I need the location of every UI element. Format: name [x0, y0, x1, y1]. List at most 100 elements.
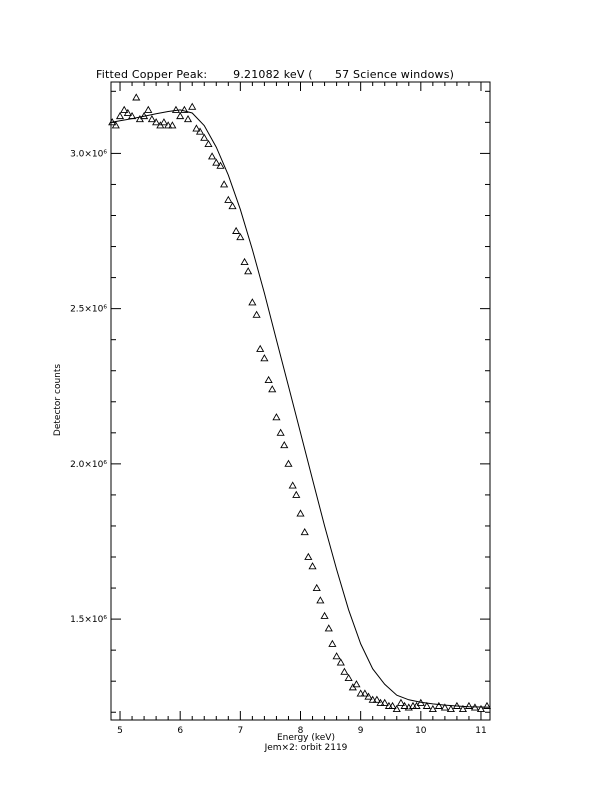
y-tick-label: 2.5×10⁶ — [70, 305, 107, 315]
data-point — [127, 111, 137, 120]
data-point — [440, 703, 449, 711]
x-tick-label: 9 — [358, 726, 364, 736]
data-point — [404, 703, 413, 711]
data-point — [115, 111, 125, 120]
y-tick-label: 1.5×10⁶ — [70, 615, 107, 625]
data-point — [232, 226, 241, 234]
data-point — [392, 704, 401, 713]
data-point — [356, 689, 365, 697]
data-point — [176, 111, 185, 120]
plot-frame — [110, 81, 491, 721]
data-point — [452, 701, 461, 709]
x-tick-label: 5 — [117, 726, 123, 736]
data-point — [204, 139, 213, 148]
data-point — [171, 105, 181, 113]
data-point — [123, 108, 132, 116]
data-point — [159, 118, 169, 126]
x-axis-label: Energy (keV) — [277, 733, 335, 743]
data-point — [376, 698, 385, 706]
data-point — [328, 639, 337, 647]
data-point — [132, 93, 141, 101]
data-point — [140, 111, 149, 120]
data-point — [147, 115, 156, 123]
x-tick-label: 11 — [475, 726, 486, 736]
data-point — [280, 441, 289, 449]
data-point — [336, 658, 345, 666]
chart-subtitle: Jem×2: orbit 2119 — [264, 743, 348, 753]
data-point — [244, 267, 253, 275]
data-point — [364, 692, 373, 700]
data-point — [207, 152, 217, 160]
data-point — [236, 233, 245, 241]
data-point — [296, 509, 305, 517]
data-point — [428, 704, 437, 713]
data-point — [200, 133, 209, 141]
data-point — [312, 583, 321, 591]
x-tick-label: 6 — [177, 726, 183, 736]
data-point — [292, 490, 301, 498]
data-point — [268, 385, 277, 393]
data-point — [195, 127, 205, 135]
data-point — [228, 201, 237, 210]
fit-curve — [110, 109, 491, 708]
data-point — [192, 124, 201, 132]
data-point — [183, 115, 193, 123]
data-point — [144, 105, 153, 113]
data-point — [308, 562, 317, 570]
chart-title: Fitted Copper Peak: 9.21082 keV ( 57 Sci… — [96, 68, 455, 81]
data-point — [352, 680, 361, 688]
data-point — [188, 102, 197, 110]
data-point — [164, 121, 173, 129]
data-point — [332, 652, 341, 660]
data-point — [120, 105, 129, 113]
data-point — [434, 701, 443, 709]
data-point — [458, 704, 468, 713]
data-point — [372, 695, 381, 703]
x-tick-label: 7 — [237, 726, 243, 736]
data-point — [396, 698, 406, 706]
data-point — [360, 689, 369, 697]
data-point — [111, 121, 120, 129]
data-point — [324, 624, 333, 632]
data-point — [260, 354, 269, 362]
data-point — [256, 344, 265, 352]
data-point — [252, 310, 261, 318]
data-point — [240, 257, 249, 265]
data-point — [416, 698, 425, 706]
data-point — [264, 375, 273, 383]
x-tick-label: 10 — [415, 726, 427, 736]
y-tick-label: 2.0×10⁶ — [70, 460, 107, 470]
data-point — [368, 695, 377, 703]
data-point — [220, 180, 229, 188]
data-point — [248, 298, 257, 306]
data-point — [470, 703, 480, 711]
data-point — [300, 527, 309, 536]
data-point — [284, 459, 293, 467]
data-point — [340, 667, 349, 675]
data-point — [304, 552, 313, 560]
data-point — [400, 701, 409, 709]
data-point — [476, 704, 486, 713]
data-point — [288, 481, 297, 489]
y-tick-label: 3.0×10⁶ — [70, 149, 107, 159]
data-point — [276, 428, 285, 436]
data-point — [316, 596, 325, 604]
data-point — [224, 195, 233, 203]
data-point — [388, 701, 397, 709]
data-point — [168, 121, 177, 129]
data-point — [446, 704, 455, 713]
data-point — [272, 413, 281, 421]
data-point — [482, 701, 492, 709]
data-point — [464, 701, 474, 709]
data-point — [380, 698, 389, 706]
data-point — [320, 611, 329, 619]
data-point — [212, 158, 221, 166]
data-point — [344, 673, 353, 682]
x-tick-label: 8 — [298, 726, 304, 736]
data-point — [422, 701, 431, 709]
data-point — [108, 118, 117, 126]
data-point — [180, 105, 189, 113]
y-axis-label: Detector counts — [53, 363, 63, 437]
data-point — [216, 161, 225, 169]
